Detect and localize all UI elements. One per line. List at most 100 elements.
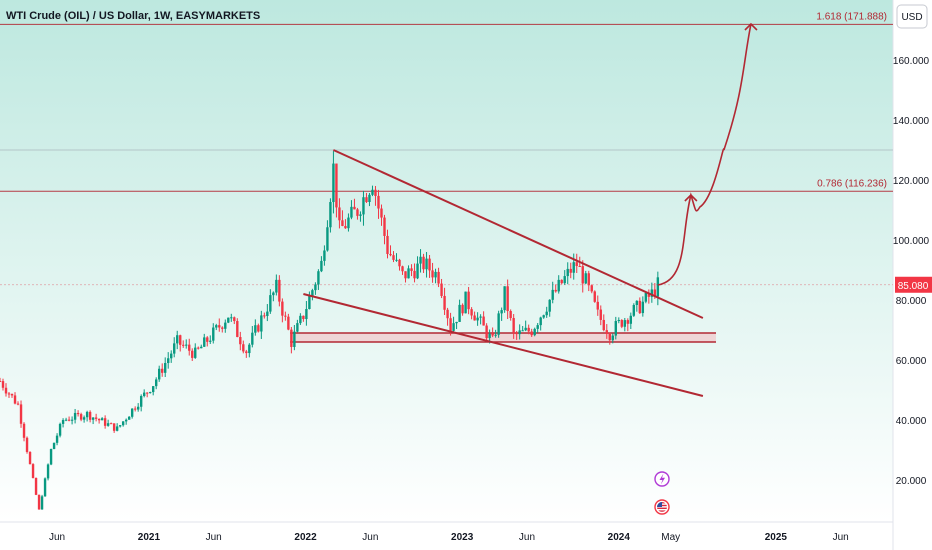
us-flag-icon[interactable] [654, 499, 670, 515]
candle-body [218, 325, 221, 328]
candle-body [590, 285, 593, 292]
candle-body [491, 333, 494, 336]
candle-body [118, 425, 122, 427]
candle-body [440, 283, 443, 296]
candle-body [563, 276, 566, 284]
candle-body [635, 300, 639, 306]
candle-body [530, 331, 533, 336]
candle-body [503, 286, 506, 311]
candle-body [353, 206, 356, 210]
candle-body [332, 163, 335, 203]
candle-body [656, 277, 660, 297]
price-axis-panel[interactable] [893, 0, 932, 550]
candle-body [437, 271, 440, 284]
candle-body [109, 423, 113, 425]
candle-body [133, 408, 137, 410]
candle-body [302, 315, 305, 320]
x-tick-label: Jun [206, 532, 222, 543]
candle-body [494, 334, 497, 336]
candle-body [539, 317, 542, 326]
candle-body [605, 330, 608, 334]
candle-body [401, 266, 404, 272]
candle-body [13, 395, 17, 404]
candle-body [638, 300, 642, 314]
candle-body [58, 423, 62, 436]
time-axis-panel[interactable] [0, 522, 893, 550]
x-tick-label: Jun [362, 532, 378, 543]
candle-body [458, 304, 461, 322]
candle-body [91, 417, 95, 420]
candle-body [326, 227, 329, 251]
y-tick-label: 140.000 [893, 116, 930, 127]
candle-body [88, 411, 92, 420]
candle-body [455, 321, 458, 324]
candle-body [296, 323, 299, 332]
candle-body [191, 350, 194, 358]
y-axis-ticks: 20.000 40.000 60.000 80.000 100.000 120.000 14… [893, 56, 930, 487]
x-axis-ticks: Jun 2021 Jun 2022 Jun 2023 Jun 2024 May 2025 Jun [49, 532, 849, 543]
x-tick-label: 2021 [138, 532, 161, 543]
candle-body [551, 289, 554, 300]
y-tick-label: 100.000 [893, 236, 930, 247]
plot-background [0, 0, 893, 522]
candle-body [248, 344, 251, 354]
candle-body [395, 259, 398, 261]
candle-body [629, 315, 633, 324]
candle-body [371, 189, 374, 195]
candle-body [335, 163, 338, 208]
candle-body [518, 330, 521, 335]
candle-body [650, 289, 654, 297]
currency-button[interactable]: USD [896, 4, 928, 29]
y-tick-label: 60.000 [896, 356, 927, 367]
candle-body [40, 496, 44, 510]
candle-body [578, 265, 581, 267]
candle-body [452, 323, 455, 331]
x-tick-label: 2022 [294, 532, 317, 543]
candle-body [542, 315, 545, 318]
candle-body [79, 414, 83, 420]
candle-body [314, 284, 317, 291]
candle-body [434, 271, 437, 278]
candle-body [410, 268, 413, 271]
fib-level-label: 0.786 (116.236) [817, 178, 887, 189]
candle-body [359, 214, 362, 216]
candle-body [626, 320, 630, 324]
candle-body [623, 320, 626, 327]
horizontal-levels [0, 23, 893, 286]
projection-path [657, 22, 758, 286]
candle-body [266, 311, 269, 316]
candle-body [206, 337, 209, 342]
candle-body [136, 406, 140, 410]
y-tick-label: 80.000 [896, 296, 927, 307]
candle-body [377, 195, 380, 209]
candle-body [467, 291, 470, 310]
candle-body [212, 327, 215, 341]
candle-body [94, 417, 98, 419]
candle-body [188, 344, 191, 351]
candle-body [176, 335, 179, 344]
candle-body [61, 420, 65, 424]
candle-body [485, 325, 488, 339]
candle-body [46, 464, 50, 479]
candle-body [329, 202, 332, 228]
projection-curve [657, 23, 752, 286]
candle-body [103, 418, 107, 426]
candle-body [398, 259, 401, 267]
candle-body [311, 290, 314, 297]
candle-body [554, 289, 557, 292]
candle-body [154, 379, 158, 387]
candle-body [203, 337, 206, 347]
candle-body [64, 419, 68, 421]
candle-body [461, 304, 464, 314]
candle-body [224, 322, 227, 329]
candle-body [161, 368, 164, 373]
candle-body [31, 464, 35, 478]
candle-body [383, 217, 386, 236]
candle-body [242, 344, 245, 352]
lightning-icon[interactable] [654, 471, 670, 487]
candle-body [269, 295, 272, 312]
candle-body [422, 256, 425, 270]
candle-body [230, 317, 233, 319]
candle-body [569, 268, 572, 273]
